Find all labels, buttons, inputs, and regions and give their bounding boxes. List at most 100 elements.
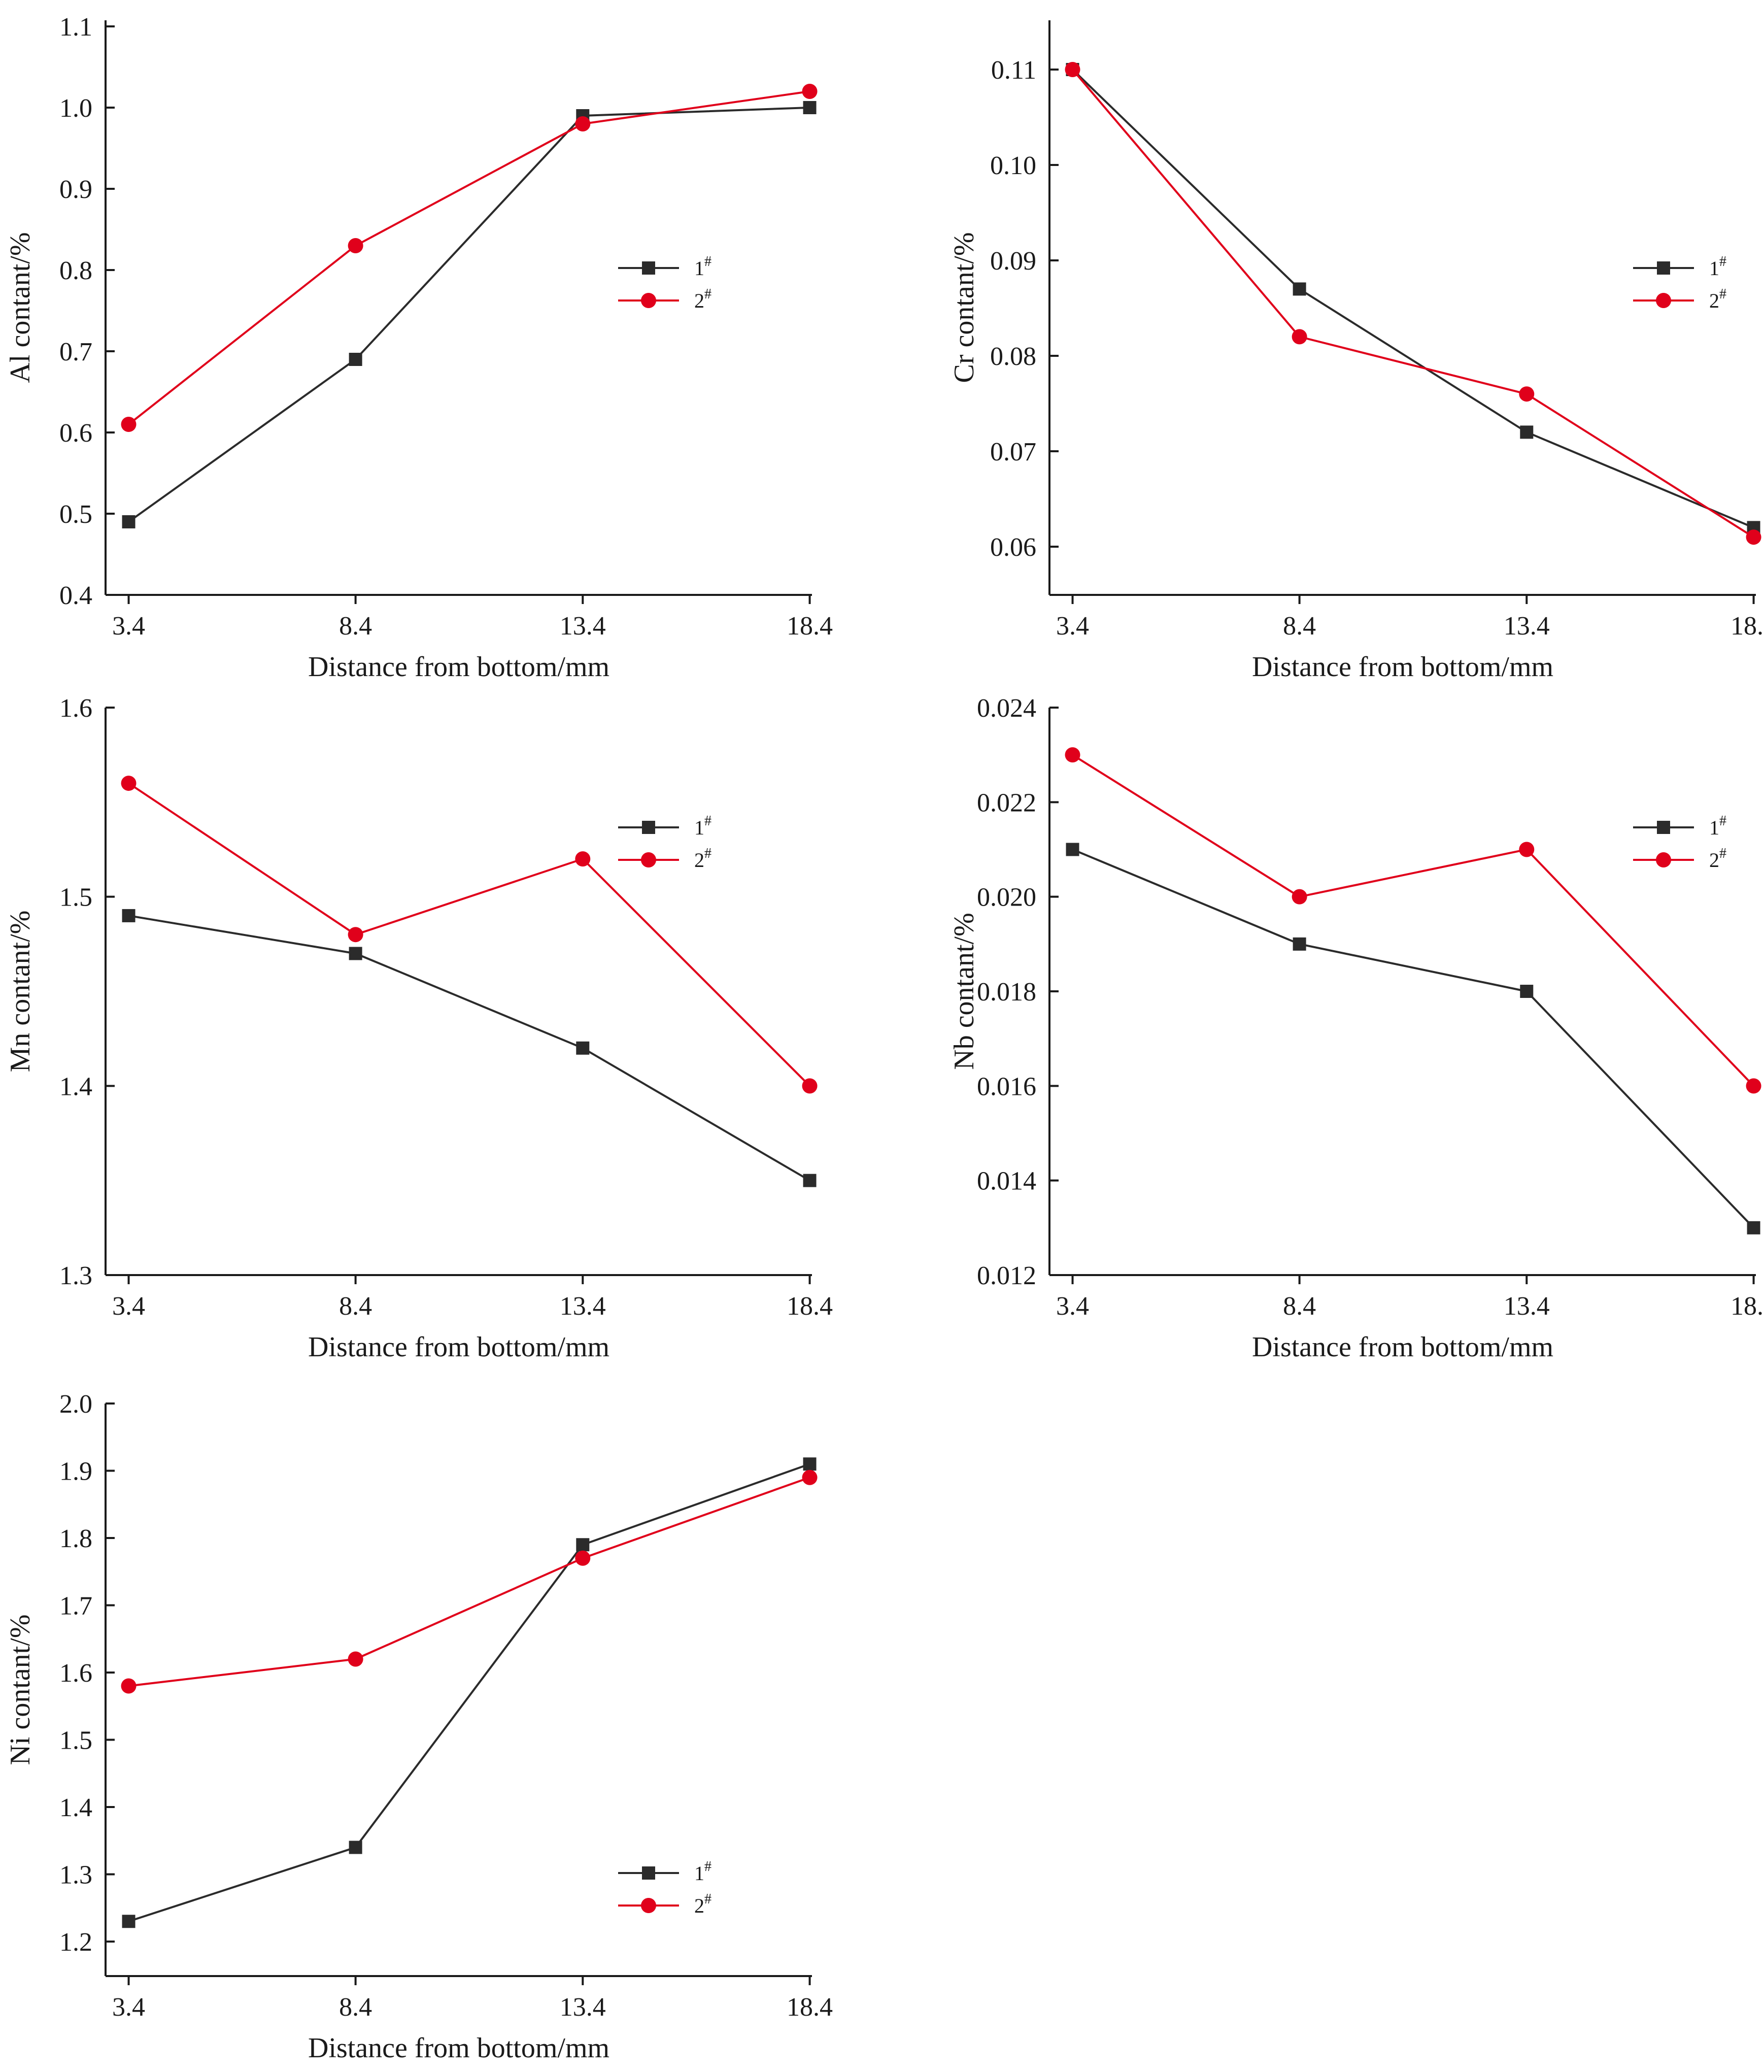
- data-point-series-2: [121, 1678, 137, 1694]
- data-point-series-2: [1746, 529, 1761, 545]
- legend-sup: #: [704, 846, 711, 861]
- y-tick-label: 0.020: [977, 883, 1036, 912]
- legend-sup: #: [704, 1859, 711, 1875]
- y-tick-label: 0.08: [990, 342, 1036, 371]
- data-point-series-1: [349, 947, 362, 960]
- series-line-2: [1071, 69, 1754, 538]
- x-axis-title: Distance from bottom/mm: [308, 1331, 609, 1363]
- chart-panel-5: 1.2 1.3 1.4 1.5 1.6 1.7 1.8 1.9 2.0 3.4 8.4 13.4 18.…: [5, 1390, 833, 2064]
- data-point-series-1: [349, 353, 362, 366]
- legend-sup: #: [704, 813, 711, 829]
- data-point-series-1: [122, 515, 135, 528]
- x-tick-label: 3.4: [112, 1993, 145, 2022]
- x-tick-label: 8.4: [1283, 612, 1316, 641]
- y-tick-label: 0.018: [977, 978, 1036, 1007]
- legend-marker: [1656, 852, 1671, 867]
- x-tick-label: 3.4: [1056, 1292, 1089, 1321]
- data-point-series-2: [802, 1469, 818, 1485]
- y-tick-label: 1.5: [59, 883, 92, 912]
- data-point-series-1: [576, 1538, 590, 1552]
- series-line-2: [128, 1476, 810, 1687]
- y-axis-title: Mn contant/%: [5, 911, 36, 1073]
- data-point-series-2: [575, 1550, 591, 1566]
- y-axis-title: Cr contant/%: [948, 232, 980, 383]
- series-line-2: [1072, 754, 1754, 1087]
- legend-entry: 2#: [1709, 846, 1726, 872]
- chart-panel-3: 1.3 1.4 1.5 1.6 3.4 8.4 13.4 18.4 Distance from …: [5, 694, 833, 1363]
- legend-marker: [641, 293, 656, 308]
- data-point-series-2: [1292, 889, 1307, 905]
- series-line-1: [128, 914, 810, 1182]
- legend-entry: 2#: [694, 1891, 711, 1917]
- x-tick-label: 8.4: [339, 1993, 372, 2022]
- y-tick-label: 0.016: [977, 1072, 1036, 1101]
- x-tick-label: 18.4: [787, 1993, 833, 2022]
- data-point-series-2: [348, 238, 363, 253]
- y-tick-label: 0.11: [991, 56, 1036, 85]
- legend: 1# 2#: [618, 813, 711, 872]
- legend-marker: [1657, 821, 1670, 834]
- x-axis-title: Distance from bottom/mm: [1252, 651, 1553, 683]
- y-tick-label: 0.5: [59, 500, 92, 529]
- legend-sup: #: [704, 1891, 711, 1907]
- legend-sup: #: [1719, 813, 1726, 829]
- data-point-series-1: [349, 1841, 362, 1854]
- legend-entry: 1#: [694, 1859, 711, 1885]
- y-tick-label: 0.06: [990, 533, 1036, 562]
- y-tick-label: 0.10: [990, 151, 1036, 180]
- data-point-series-1: [1747, 1221, 1760, 1234]
- x-tick-label: 13.4: [1504, 1292, 1550, 1321]
- y-axis-title: Ni contant/%: [5, 1614, 36, 1765]
- y-tick-label: 0.024: [977, 694, 1036, 723]
- legend: 1# 2#: [618, 254, 711, 312]
- y-tick-label: 1.4: [59, 1072, 92, 1101]
- y-tick-label: 1.3: [59, 1261, 92, 1290]
- data-point-series-2: [1065, 747, 1080, 763]
- data-point-series-1: [803, 101, 817, 114]
- legend-marker: [1657, 261, 1670, 275]
- x-tick-label: 8.4: [339, 612, 372, 641]
- chart-panel-2: 0.06 0.07 0.08 0.09 0.10 0.11 3.4 8.4 13.4 18.4 Di…: [948, 20, 1764, 683]
- chart-panel-1: 0.4 0.5 0.6 0.7 0.8 0.9 1.0 1.1 3.4 8.4 13.4 18.4 Di…: [5, 13, 833, 683]
- data-point-series-2: [575, 851, 591, 867]
- legend-entry: 2#: [694, 846, 711, 872]
- y-tick-label: 1.5: [59, 1726, 92, 1755]
- legend-sup: #: [704, 286, 711, 302]
- data-point-series-1: [1520, 985, 1534, 998]
- legend-marker: [641, 852, 656, 867]
- legend-entry: 1#: [1709, 813, 1726, 839]
- legend-entry: 2#: [1709, 286, 1726, 312]
- data-point-series-1: [1293, 282, 1306, 296]
- legend-sup: #: [1719, 254, 1726, 270]
- x-tick-label: 8.4: [339, 1292, 372, 1321]
- legend-entry: 2#: [694, 286, 711, 312]
- data-point-series-2: [1065, 62, 1080, 77]
- x-tick-label: 3.4: [112, 612, 145, 641]
- data-point-series-1: [1066, 843, 1079, 856]
- x-tick-label: 13.4: [560, 1292, 606, 1321]
- data-point-series-2: [802, 84, 818, 99]
- data-point-series-1: [122, 1915, 135, 1928]
- legend-marker: [1656, 293, 1671, 308]
- y-tick-label: 0.9: [59, 175, 92, 204]
- x-axis-title: Distance from bottom/mm: [1252, 1331, 1553, 1363]
- data-point-series-2: [348, 927, 363, 943]
- x-axis-title: Distance from bottom/mm: [308, 2032, 609, 2064]
- x-tick-label: 18.4: [1731, 612, 1764, 641]
- y-tick-label: 0.012: [977, 1261, 1036, 1290]
- y-tick-label: 1.0: [59, 94, 92, 123]
- series-line-1: [128, 107, 810, 523]
- legend-sup: #: [1719, 846, 1726, 861]
- y-tick-label: 0.014: [977, 1167, 1036, 1196]
- y-tick-label: 0.8: [59, 256, 92, 285]
- x-tick-label: 13.4: [560, 1993, 606, 2022]
- y-axis-title: Al contant/%: [5, 232, 36, 383]
- data-point-series-1: [803, 1457, 817, 1471]
- data-point-series-1: [1293, 937, 1306, 951]
- legend-marker: [642, 821, 655, 834]
- y-tick-label: 2.0: [59, 1390, 92, 1419]
- data-point-series-1: [576, 1041, 590, 1055]
- y-tick-label: 0.07: [990, 438, 1036, 466]
- y-tick-label: 0.09: [990, 247, 1036, 276]
